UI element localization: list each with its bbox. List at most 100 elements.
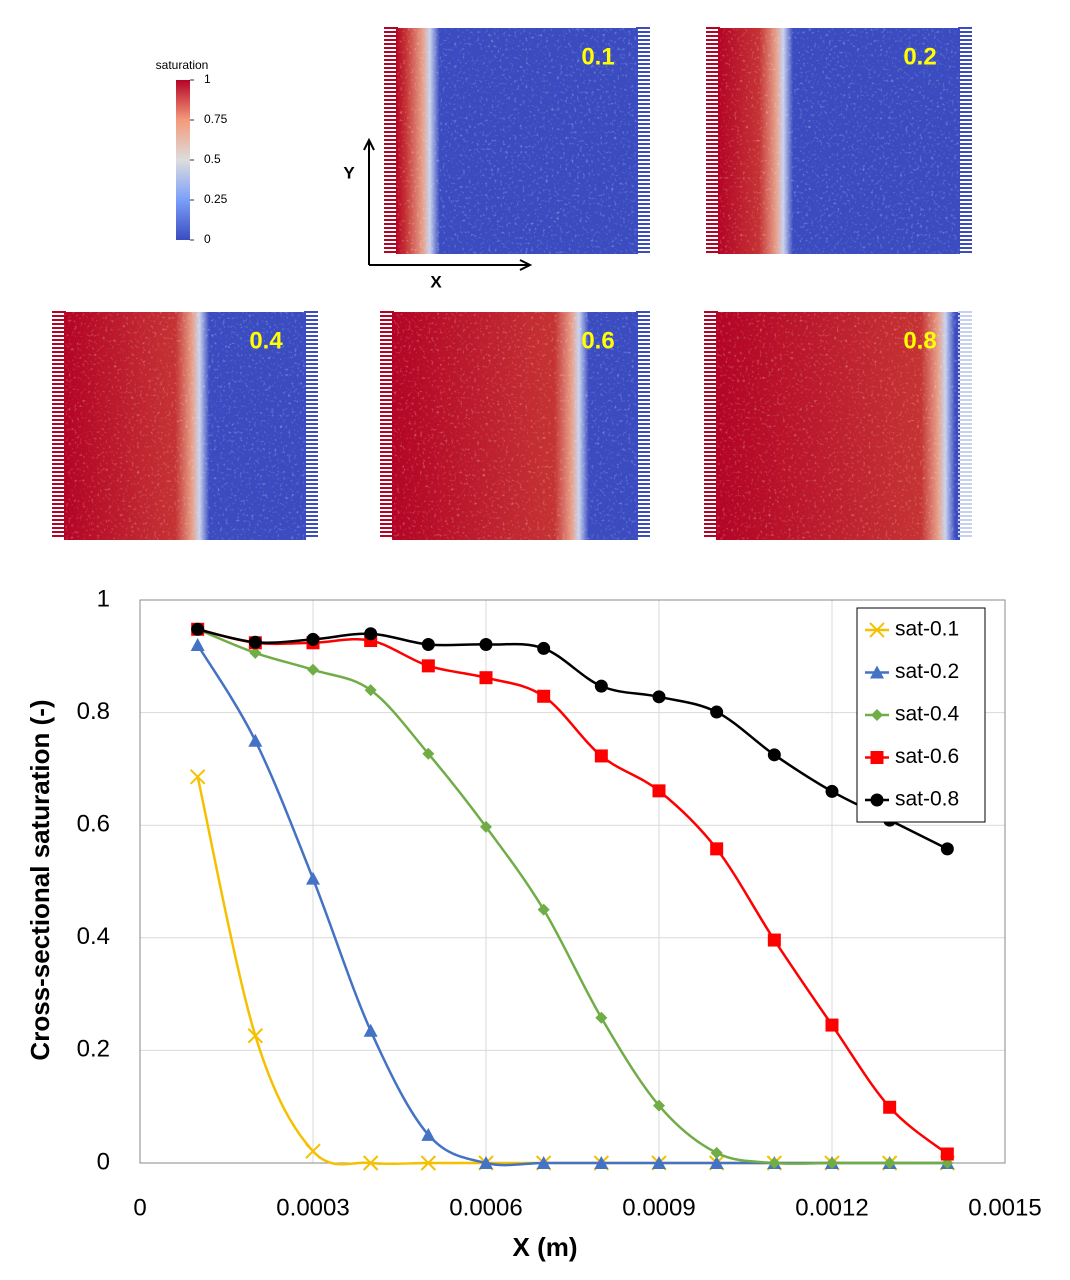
marker — [768, 1157, 781, 1169]
marker — [871, 709, 883, 721]
marker — [710, 705, 724, 719]
marker — [364, 684, 377, 697]
colorbar-tick-label: 0 — [204, 232, 211, 246]
marker — [594, 749, 608, 763]
panel-label: 0.4 — [249, 327, 283, 354]
marker — [305, 1143, 321, 1159]
marker — [307, 663, 319, 676]
marker — [653, 1099, 665, 1112]
marker — [883, 1100, 897, 1114]
marker — [767, 748, 781, 762]
panel-label: 0.8 — [903, 327, 936, 354]
series — [191, 622, 954, 1161]
colorbar: saturation 1 0.75 0.5 0.25 0 — [156, 58, 228, 246]
y-tick-label: 0.4 — [77, 923, 110, 950]
series — [190, 638, 955, 1169]
marker — [479, 1156, 493, 1169]
marker — [479, 671, 493, 685]
marker — [940, 842, 954, 856]
y-tick-label: 1 — [97, 585, 110, 612]
y-tick-label: 0.6 — [77, 811, 110, 838]
y-arrowhead — [363, 137, 375, 151]
legend-label: sat-0.8 — [895, 788, 959, 811]
marker — [421, 637, 435, 651]
panels: 0.1 0.2 0.4 0.6 0.8 — [52, 27, 972, 540]
y-tick-label: 0 — [97, 1148, 110, 1175]
marker — [306, 871, 320, 885]
x-tick-label: 0.0012 — [795, 1194, 868, 1221]
marker — [191, 622, 205, 636]
y-tick-label: 0.2 — [77, 1036, 110, 1063]
marker — [364, 627, 378, 641]
marker — [421, 659, 435, 673]
marker — [249, 646, 262, 659]
marker — [537, 689, 551, 703]
field-texture — [392, 312, 638, 540]
marker — [537, 641, 551, 655]
marker — [189, 769, 206, 785]
x-tick-label: 0.0015 — [968, 1194, 1041, 1221]
field-texture — [396, 28, 638, 254]
marker — [595, 1011, 608, 1024]
x-tick-label: 0.0009 — [622, 1194, 695, 1221]
marker — [767, 933, 781, 947]
legend: sat-0.1 sat-0.2 sat-0.4 sat-0.6 sat-0.8 — [856, 607, 986, 823]
marker — [247, 1028, 264, 1044]
marker — [362, 1155, 379, 1171]
series-line — [196, 776, 948, 1166]
series — [189, 769, 956, 1171]
marker — [652, 1156, 666, 1169]
field-texture — [64, 312, 306, 540]
simulation-panel: 0.6 — [380, 311, 650, 540]
marker — [869, 622, 885, 638]
panel-label: 0.6 — [581, 327, 614, 354]
legend-label: sat-0.1 — [895, 618, 959, 641]
legend-label: sat-0.6 — [895, 745, 959, 768]
simulation-panel: 0.8 — [704, 311, 972, 540]
marker — [825, 784, 839, 798]
marker — [480, 820, 492, 833]
series-line — [196, 644, 948, 1167]
colorbar-tick-label: 0.75 — [204, 112, 228, 126]
marker — [248, 635, 262, 649]
chart: 0 0.2 0.4 0.6 0.8 1 0 0.0003 0.0006 0.0009 0.0012 0… — [25, 585, 1042, 1262]
field-texture — [716, 312, 960, 540]
simulation-panel: 0.1 — [384, 27, 650, 254]
marker — [710, 842, 724, 856]
marker — [870, 793, 884, 807]
x-tick-label: 0.0003 — [276, 1194, 349, 1221]
x-arrowhead — [519, 259, 533, 271]
panel-label: 0.1 — [581, 43, 614, 70]
panel-label: 0.2 — [903, 43, 936, 70]
series-line — [197, 628, 948, 1165]
marker — [537, 903, 550, 916]
colorbar-tick-label: 0.5 — [204, 152, 221, 166]
series — [191, 622, 954, 856]
simulation-panel: 0.4 — [52, 311, 318, 540]
colorbar-tick-label: 0.25 — [204, 192, 228, 206]
marker — [422, 747, 435, 760]
marker — [826, 1157, 838, 1169]
marker — [709, 1156, 724, 1169]
y-direction-label: Y — [343, 163, 355, 182]
marker — [363, 1023, 378, 1037]
marker — [306, 632, 320, 646]
x-axis-title: X (m) — [513, 1232, 578, 1262]
marker — [594, 679, 608, 693]
marker — [870, 751, 884, 764]
series-line — [197, 628, 949, 1155]
marker — [883, 1157, 896, 1169]
axes-indicator — [363, 137, 533, 271]
marker — [940, 1147, 954, 1161]
marker — [652, 690, 666, 704]
marker — [870, 665, 884, 679]
x-direction-label: X — [430, 272, 442, 291]
marker — [190, 638, 205, 652]
y-tick-label: 0.8 — [77, 698, 110, 725]
series-line — [197, 628, 948, 850]
marker — [479, 637, 493, 651]
colorbar-tick-label: 1 — [204, 72, 211, 86]
marker — [710, 1146, 723, 1159]
marker — [652, 784, 666, 798]
